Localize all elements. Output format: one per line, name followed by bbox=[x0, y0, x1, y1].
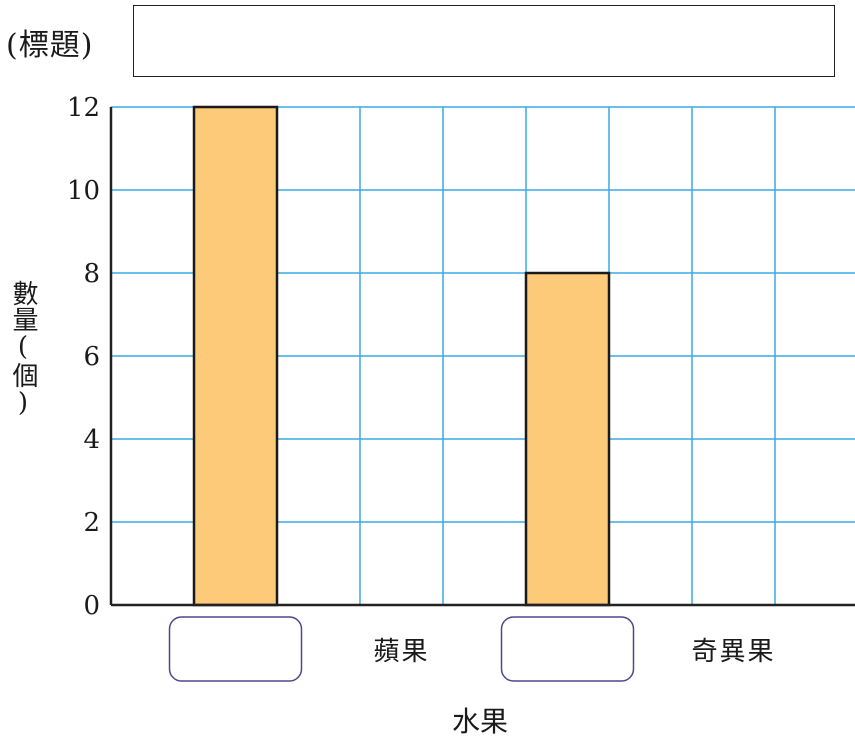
y-tick-label: 6 bbox=[83, 342, 100, 372]
category-input-slot[interactable] bbox=[168, 616, 303, 682]
title-input-box[interactable] bbox=[133, 5, 835, 77]
x-axis-label: 水果 bbox=[451, 705, 508, 738]
y-tick-label: 12 bbox=[67, 93, 100, 123]
x-tick-label: 蘋果 bbox=[373, 637, 429, 667]
title-label: (標題) bbox=[6, 28, 94, 63]
y-tick-label: 10 bbox=[67, 176, 100, 206]
y-tick-label: 4 bbox=[83, 425, 100, 455]
category-input-slot[interactable] bbox=[500, 616, 635, 682]
x-tick-label: 奇異果 bbox=[691, 637, 775, 667]
bar bbox=[524, 271, 611, 607]
y-tick-label: 8 bbox=[83, 259, 100, 289]
y-tick-label: 0 bbox=[83, 591, 100, 621]
y-tick-label: 2 bbox=[83, 508, 100, 538]
y-axis-label-text: 數量(個) bbox=[8, 280, 38, 418]
y-axis-label: 數量(個) bbox=[6, 280, 40, 418]
bar bbox=[192, 105, 279, 607]
